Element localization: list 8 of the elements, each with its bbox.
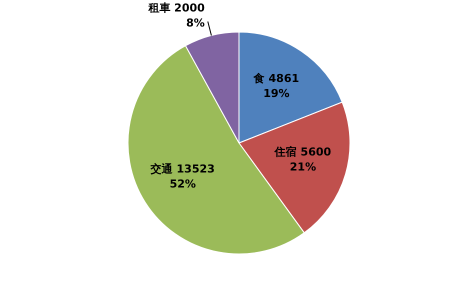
data-label: 52%: [170, 178, 196, 191]
slice-label: 租車 2000: [147, 2, 206, 15]
slice-label: 住宿 5600: [274, 146, 332, 159]
data-label: 19%: [263, 86, 290, 100]
slice-label: 食 4861: [252, 72, 300, 85]
slice-label: 交通 13523: [150, 162, 215, 176]
data-label: 8%: [186, 16, 205, 30]
data-label: 21%: [290, 160, 316, 174]
